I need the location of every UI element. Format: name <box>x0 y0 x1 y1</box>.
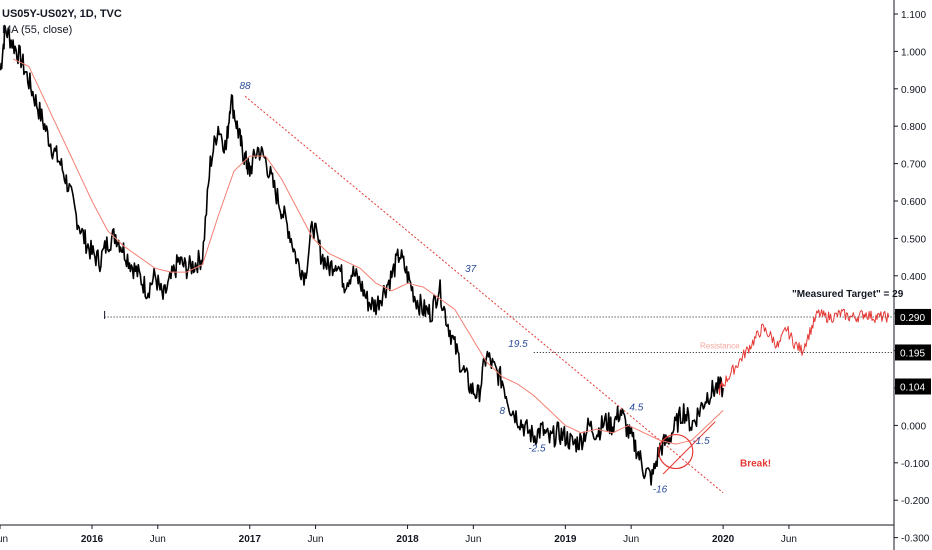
current-value-label: 0.104 <box>900 383 925 394</box>
wave-annotation: -1.5 <box>692 436 710 447</box>
y-tick-label: -0.200 <box>901 496 930 507</box>
level-badge-label: 0.290 <box>900 313 925 324</box>
x-tick-label: Jun <box>0 534 8 545</box>
x-tick-label: 2016 <box>81 534 104 545</box>
wave-annotation: 88 <box>239 81 251 92</box>
measured-target-label: "Measured Target" = 29 <box>792 289 904 300</box>
y-tick-label: 1.100 <box>901 10 926 21</box>
chart-title: US05Y-US02Y, 1D, TVC <box>2 8 122 20</box>
current-value-badge <box>895 378 931 395</box>
x-tick-label: 2018 <box>396 534 419 545</box>
y-tick-label: 0.400 <box>901 272 926 283</box>
break-label: Break! <box>740 459 771 470</box>
wave-annotation: 8 <box>499 406 505 417</box>
indicator-label: MA (55, close) <box>2 24 73 36</box>
level-badge <box>895 308 931 325</box>
y-tick-label: -0.300 <box>901 534 930 545</box>
x-tick-label: Jun <box>308 534 324 545</box>
level-badge-label: 0.195 <box>900 348 925 359</box>
level-badge <box>895 344 931 361</box>
x-tick-label: Jun <box>623 534 639 545</box>
wave-annotation: 37 <box>465 264 477 275</box>
wave-annotation: -2.5 <box>528 444 546 455</box>
y-tick-label: 0.500 <box>901 234 926 245</box>
x-tick-label: Jun <box>465 534 481 545</box>
x-tick-label: Jun <box>781 534 797 545</box>
x-tick-label: 2017 <box>239 534 262 545</box>
x-tick-label: 2020 <box>712 534 735 545</box>
x-tick-label: 2019 <box>554 534 577 545</box>
projection-line <box>718 308 890 396</box>
break-circle <box>658 433 694 470</box>
wave-annotation: -16 <box>653 485 668 496</box>
y-tick-label: 0.700 <box>901 160 926 171</box>
resistance-label: Resistance <box>700 341 740 350</box>
ma-line <box>12 58 724 445</box>
downtrend-line <box>244 95 724 494</box>
x-tick-label: Jun <box>150 534 166 545</box>
price-line <box>0 24 724 486</box>
y-tick-label: -0.100 <box>901 459 930 470</box>
legend: US05Y-US02Y, 1D, TVC MA (55, close) <box>2 6 122 38</box>
y-tick-label: 0.000 <box>901 421 926 432</box>
breakout-line <box>662 421 716 475</box>
wave-annotation: 19.5 <box>508 339 528 350</box>
y-tick-label: 1.000 <box>901 47 926 58</box>
y-tick-label: 0.600 <box>901 197 926 208</box>
y-tick-label: 0.800 <box>901 122 926 133</box>
y-tick-label: 0.900 <box>901 85 926 96</box>
wave-annotation: 4.5 <box>629 402 643 413</box>
